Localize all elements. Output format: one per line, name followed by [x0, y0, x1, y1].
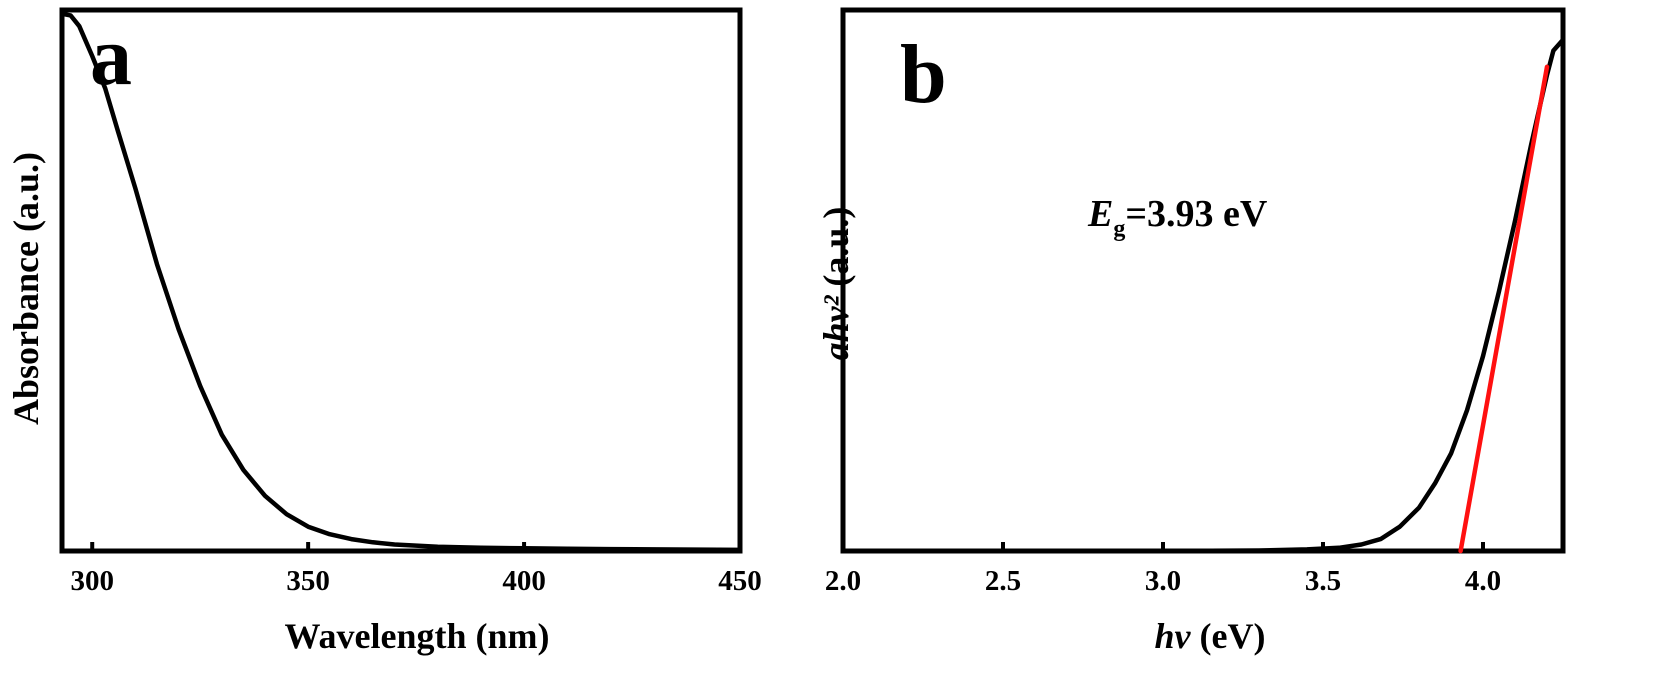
y-label-variable: ahv²: [816, 294, 856, 360]
panel-a-x-axis-label: Wavelength (nm): [285, 616, 550, 656]
x-tick-label: 350: [286, 565, 330, 597]
panel-a: 300 350 400 450 a Wavelength (nm) Absorbanc…: [6, 7, 762, 656]
panel-b-label: b: [900, 28, 947, 121]
bandgap-symbol: E: [1087, 193, 1113, 235]
panel-a-series: [59, 11, 743, 553]
x-label-variable: hv: [1155, 616, 1192, 656]
panel-b: 2.0 2.5 3.0 3.5 4.0 b Eg=3.93 eV hv (eV) ahv…: [816, 7, 1566, 656]
x-tick-label: 3.5: [1305, 565, 1341, 597]
x-tick-label: 2.0: [825, 565, 861, 597]
fit-line: [1458, 64, 1550, 554]
x-tick-label: 4.0: [1465, 565, 1501, 597]
x-tick-label: 300: [70, 565, 114, 597]
panel-a-y-axis-label: Absorbance (a.u.): [6, 152, 46, 425]
series-line: [840, 37, 1566, 554]
panel-a-frame: [59, 7, 743, 554]
x-tick-label: 450: [718, 565, 762, 597]
bandgap-subscript: g: [1113, 216, 1125, 242]
panel-b-y-axis-label: ahv² (a.u.): [816, 207, 856, 361]
bandgap-annotation: Eg=3.93 eV: [1087, 193, 1268, 242]
panel-b-series: [840, 37, 1566, 554]
panel-b-frame: [840, 7, 1566, 554]
x-tick-label: 400: [502, 565, 546, 597]
panel-a-x-ticks: 300 350 400 450: [70, 542, 762, 597]
panel-b-x-ticks: 2.0 2.5 3.0 3.5 4.0: [825, 542, 1501, 597]
bandgap-value: =3.93 eV: [1125, 193, 1268, 235]
x-tick-label: 3.0: [1145, 565, 1181, 597]
panel-b-x-axis-label: hv (eV): [1155, 616, 1266, 656]
panel-a-label: a: [90, 10, 132, 103]
x-label-unit: (eV): [1191, 616, 1266, 656]
x-tick-label: 2.5: [985, 565, 1021, 597]
y-label-unit: (a.u.): [816, 207, 856, 296]
series-line: [59, 11, 743, 553]
